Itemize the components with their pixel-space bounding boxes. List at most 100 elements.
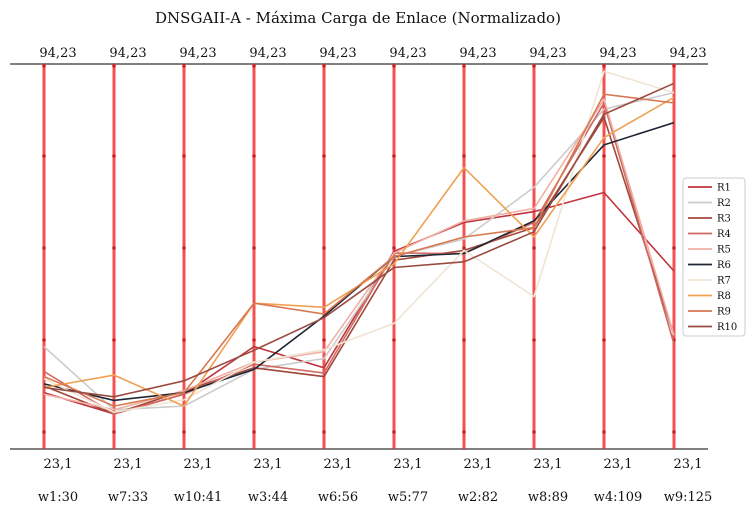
axis-tick-mark [532,338,536,342]
axis-tick-mark [182,154,186,158]
axis-tick-mark [112,154,116,158]
axis-tick-mark [462,246,466,250]
axis-tick-mark [322,338,326,342]
axis-tick-mark [322,64,326,68]
axis-tick-mark [602,430,606,434]
axis-name-label: w4:109 [594,490,643,505]
axis-tick-mark [392,338,396,342]
axis-tick-mark [252,338,256,342]
axis-tick-mark [112,246,116,250]
axis-tick-mark [532,64,536,68]
series-line-r9 [43,93,675,407]
top-tick-label: 94,23 [109,46,146,61]
axis-tick-mark [322,430,326,434]
axis-tick-mark [182,246,186,250]
top-tick-label: 94,23 [529,46,566,61]
bottom-tick-label: 23,1 [394,457,423,472]
axis-tick-mark [532,154,536,158]
axis-tick-mark [532,430,536,434]
legend-label-r2: R2 [717,198,731,209]
axis-tick-mark [672,246,676,250]
axis-tick-mark [42,64,46,68]
axis-tick-mark [252,430,256,434]
bottom-tick-label: 23,1 [674,457,703,472]
axis-tick-mark [602,154,606,158]
top-tick-label: 94,23 [599,46,636,61]
axis-tick-mark [42,338,46,342]
axis-tick-mark [322,154,326,158]
axis-tick-mark [392,154,396,158]
axis-name-label: w10:41 [174,490,223,505]
bottom-tick-label: 23,1 [254,457,283,472]
series-lines [43,70,675,415]
axis-tick-mark [392,430,396,434]
series-line-r10 [43,82,675,398]
legend-label-r1: R1 [717,183,731,194]
axis-name-label: w1:30 [38,490,78,505]
axis-tick-mark [392,246,396,250]
axis-tick-mark [252,246,256,250]
axis-name-label: w5:77 [388,490,428,505]
axis-tick-mark [42,246,46,250]
series-line-r2 [43,91,675,411]
top-tick-label: 94,23 [39,46,76,61]
legend-label-r6: R6 [717,260,731,271]
axis-tick-mark [462,430,466,434]
axis-tick-mark [112,338,116,342]
top-tick-label: 94,23 [179,46,216,61]
axis-name-label: w8:89 [528,490,568,505]
axis-tick-mark [392,64,396,68]
legend-label-r8: R8 [717,291,731,302]
axis-name-label: w9:125 [664,490,713,505]
bottom-tick-label: 23,1 [184,457,213,472]
top-tick-label: 94,23 [459,46,496,61]
legend-label-r5: R5 [717,245,731,256]
top-tick-label: 94,23 [249,46,286,61]
axis-tick-mark [182,338,186,342]
legend-label-r9: R9 [717,307,731,318]
series-line-r7 [43,70,675,414]
top-tick-label: 94,23 [669,46,706,61]
series-line-r6 [43,121,675,402]
axis-tick-mark [252,154,256,158]
axis-tick-mark [42,430,46,434]
axis-tick-mark [672,154,676,158]
series-line-r3 [43,115,675,415]
legend-label-r7: R7 [717,276,731,287]
axis-tick-mark [602,246,606,250]
parallel-axes [42,64,676,449]
axis-tick-labels: 94,23 23,1 w1:30 94,23 23,1 w7:33 94,23 23,1 w10… [38,46,712,505]
top-tick-label: 94,23 [389,46,426,61]
axis-tick-mark [602,338,606,342]
axis-tick-mark [182,64,186,68]
axis-tick-mark [112,64,116,68]
axis-tick-mark [462,338,466,342]
axis-tick-mark [462,154,466,158]
legend: R1 R2 R3 R4 R5 R6 R7 R8 R9 R10 [682,177,746,337]
axis-tick-mark [462,64,466,68]
axis-tick-mark [112,430,116,434]
axis-tick-mark [672,430,676,434]
axis-tick-mark [182,430,186,434]
series-line-r4 [43,100,675,415]
bottom-tick-label: 23,1 [44,457,73,472]
axis-name-label: w2:82 [458,490,498,505]
top-tick-label: 94,23 [319,46,356,61]
axis-tick-mark [602,64,606,68]
legend-label-r4: R4 [717,229,731,240]
legend-label-r10: R10 [717,322,737,333]
bottom-tick-label: 23,1 [464,457,493,472]
axis-name-label: w3:44 [248,490,288,505]
axis-tick-mark [532,246,536,250]
axis-tick-mark [672,64,676,68]
bottom-tick-label: 23,1 [534,457,563,472]
legend-label-r3: R3 [717,214,731,225]
axis-tick-mark [252,64,256,68]
axis-tick-mark [42,154,46,158]
bottom-tick-label: 23,1 [114,457,143,472]
axis-name-label: w7:33 [108,490,148,505]
chart-title: DNSGAII-A - Máxima Carga de Enlace (Norm… [155,9,561,27]
axis-name-label: w6:56 [318,490,358,505]
bottom-tick-label: 23,1 [604,457,633,472]
